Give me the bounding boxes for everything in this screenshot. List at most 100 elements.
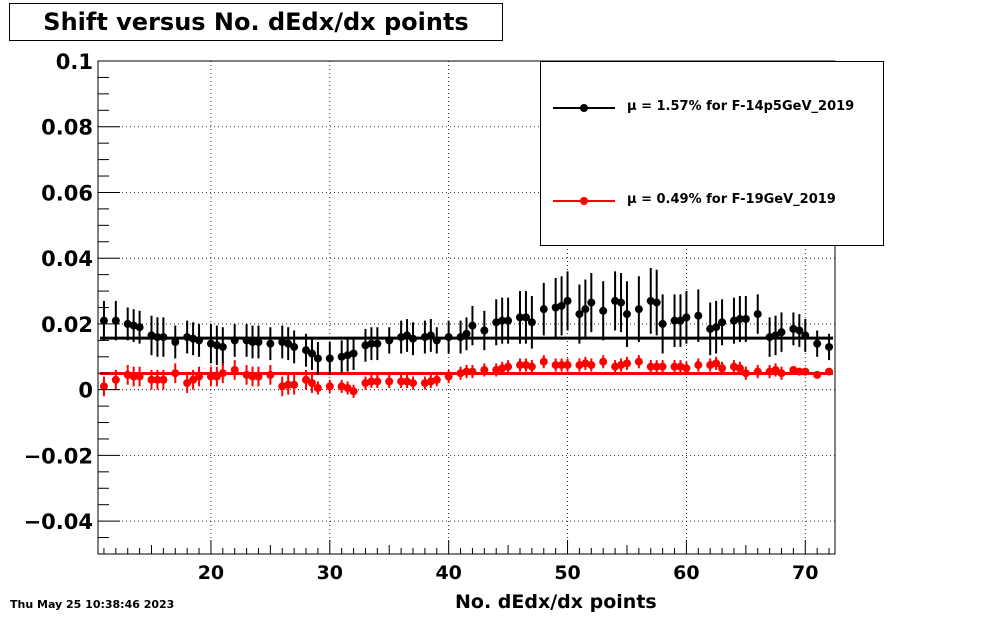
data-point [581,305,590,314]
data-point [135,323,144,332]
data-point [248,338,257,347]
y-tick-label: 0.1 [56,50,93,74]
data-point [307,379,316,388]
data-point [551,361,560,370]
data-point [325,354,334,363]
data-point [456,333,465,342]
data-point [302,375,311,384]
data-point [171,338,180,347]
data-point [718,364,727,373]
data-point [813,370,822,379]
data-point [426,331,435,340]
data-point [735,364,744,373]
data-point [771,365,780,374]
data-point [153,375,162,384]
data-point [617,298,626,307]
data-point [206,372,215,381]
title-box: Shift versus No. dEdx/dx points [9,3,503,41]
data-point [230,365,239,374]
data-point [313,384,322,393]
data-point [307,349,316,358]
data-point [171,369,180,378]
data-point [432,375,441,384]
data-point [343,384,352,393]
data-point [599,357,608,366]
x-tick-label: 20 [198,562,224,584]
y-tick-label: 0.02 [41,313,93,337]
data-points [99,268,834,398]
data-point [741,369,750,378]
data-point [676,316,685,325]
data-point [557,301,566,310]
chart-title: Shift versus No. dEdx/dx points [43,8,469,36]
data-point [622,310,631,319]
data-point [515,313,524,322]
data-point [462,329,471,338]
y-tick-label: 0.08 [41,116,93,140]
data-point [290,380,299,389]
data-point [468,367,477,376]
data-point [129,372,138,381]
data-point [409,334,418,343]
data-point [599,306,608,315]
data-point [254,372,263,381]
data-point [777,369,786,378]
data-point [397,377,406,386]
y-tick-label: 0 [78,379,93,403]
data-point [230,336,239,345]
data-point [825,342,834,351]
legend-label-red: μ = 0.49% for F-19GeV_2019 [627,192,836,207]
data-point [634,357,643,366]
data-point [670,362,679,371]
x-tick-label: 50 [554,562,580,584]
data-point [694,311,703,320]
data-point [373,377,382,386]
x-tick-label: 30 [317,562,343,584]
data-point [575,310,584,319]
data-point [189,375,198,384]
data-point [741,315,750,324]
data-point [290,342,299,351]
data-point [515,361,524,370]
data-point [682,364,691,373]
data-point [111,375,120,384]
data-point [504,316,513,325]
data-point [248,372,257,381]
data-point [504,362,513,371]
data-point [563,361,572,370]
data-point [111,316,120,325]
x-tick-label: 60 [673,562,699,584]
data-point [670,316,679,325]
x-tick-label: 70 [792,562,818,584]
data-point [444,372,453,381]
data-point [218,342,227,351]
data-point [801,331,810,340]
data-point [712,323,721,332]
data-point [349,387,358,396]
data-point [212,372,221,381]
data-point [563,296,572,305]
data-point [367,339,376,348]
data-point [159,375,168,384]
data-point [195,336,204,345]
data-point [682,313,691,322]
data-point [521,313,530,322]
legend-label-black: μ = 1.57% for F-14p5GeV_2019 [627,99,855,114]
data-point [480,326,489,335]
y-tick-label: −0.02 [24,444,93,468]
data-point [195,372,204,381]
data-point [498,316,507,325]
data-point [135,372,144,381]
data-point [367,377,376,386]
data-point [527,362,536,371]
legend-marker-red [580,197,588,205]
data-point [622,359,631,368]
data-point [694,361,703,370]
data-point [795,367,804,376]
axes: 20 30 40 50 60 70 0.1 0.08 0.06 0.04 0.02 0 −0.02 −0.… [24,50,830,584]
data-point [266,370,275,379]
data-point [302,346,311,355]
data-point [771,331,780,340]
data-point [444,333,453,342]
x-axis-label: No. dEdx/dx points [455,591,657,613]
